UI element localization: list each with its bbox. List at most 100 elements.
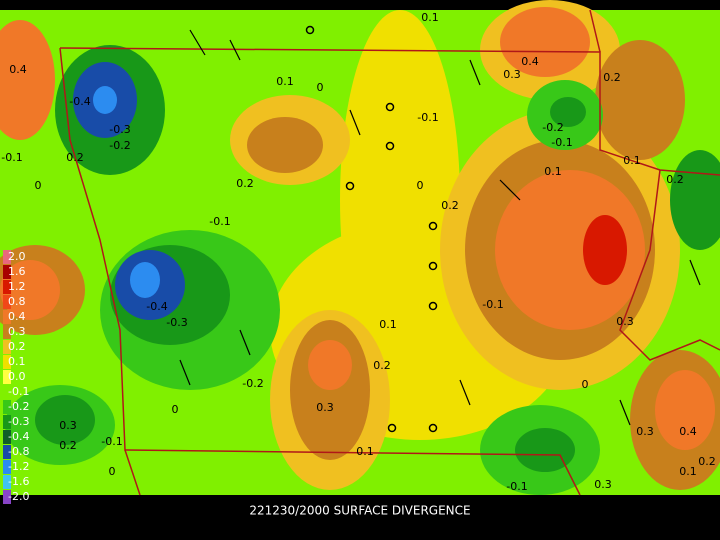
contour-label: 0.3: [503, 68, 521, 81]
contour-label: -0.3: [166, 316, 187, 329]
contour-label: 0.1: [421, 11, 439, 24]
wind-barb: [229, 39, 241, 61]
wind-barb: [619, 399, 631, 426]
contour-label: 0: [417, 179, 424, 192]
wind-barb: [469, 59, 481, 86]
wind-barb: [689, 259, 701, 286]
contour-label: 0: [172, 403, 179, 416]
caption: 221230/2000 SURFACE DIVERGENCE: [249, 504, 470, 518]
calm-markers: [305, 25, 438, 433]
contour-label: 0: [317, 81, 324, 94]
contour-label: -0.2: [109, 139, 130, 152]
field-area: [0, 260, 60, 320]
field-area: [130, 262, 160, 298]
contour-label: -0.4: [69, 95, 90, 108]
wind-barbs: [179, 29, 701, 426]
contour-label: -0.4: [146, 300, 167, 313]
wind-barb: [499, 179, 521, 201]
contour-label: 0: [35, 179, 42, 192]
legend-swatch: [3, 295, 11, 309]
contour-label: 0.1: [276, 75, 294, 88]
contour-label: -0.2: [542, 121, 563, 134]
legend: 2.0 1.6 1.2 0.8 0.4 0.3 0.2 0.1 0.0 -0.1 -0.2 -0.3 -…: [3, 250, 29, 504]
legend-label: -1.2: [8, 460, 29, 473]
contour-label: 0.1: [544, 165, 562, 178]
contour-label: 0.1: [623, 154, 641, 167]
contour-label: 0.2: [603, 71, 621, 84]
legend-label: 1.2: [8, 280, 26, 293]
legend-swatch: [3, 280, 11, 294]
contour-label: 0.3: [59, 419, 77, 432]
contour-labels: 0.1 0.4 -0.4 -0.3 -0.2 0.2 -0.1 0 0.1 0 -0.1 0.2 0 0.…: [1, 11, 715, 493]
contour-label: 0.3: [616, 315, 634, 328]
border: [59, 47, 720, 176]
contour-label: 0.2: [59, 439, 77, 452]
calm: [428, 221, 438, 231]
legend-label: 1.6: [8, 265, 26, 278]
wind-barb: [189, 29, 206, 56]
contour-label: 0.2: [236, 177, 254, 190]
wind-barb: [459, 379, 471, 406]
calm: [387, 423, 397, 433]
legend-swatch: [3, 415, 11, 429]
contour-label: 0.1: [679, 465, 697, 478]
contour-label: -0.1: [209, 215, 230, 228]
legend-label: -1.6: [8, 475, 29, 488]
legend-label: 0.3: [8, 325, 26, 338]
contour-label: 0.2: [441, 199, 459, 212]
field-area: [550, 97, 586, 127]
legend-swatch: [3, 475, 11, 489]
calm: [305, 25, 315, 35]
field-area: [670, 150, 720, 250]
calm: [385, 102, 395, 112]
legend-label: 0.4: [8, 310, 26, 323]
legend-swatch: [3, 385, 11, 399]
contour-label: 0: [109, 465, 116, 478]
calm: [428, 423, 438, 433]
contour-label: -0.2: [242, 377, 263, 390]
wind-barb: [239, 329, 251, 356]
legend-label: 0.0: [8, 370, 26, 383]
contour-label: 0.3: [316, 401, 334, 414]
border: [589, 9, 601, 53]
field-area: [655, 370, 715, 450]
legend-swatch: [3, 430, 11, 444]
border: [124, 449, 141, 496]
contour-label: 0.2: [666, 173, 684, 186]
legend-label: 2.0: [8, 250, 26, 263]
field-area: [35, 395, 95, 445]
contour-label: 0: [582, 378, 589, 391]
legend-label: 0.8: [8, 295, 26, 308]
legend-label: -0.4: [8, 430, 29, 443]
contour-label: 0.3: [594, 478, 612, 491]
border: [59, 47, 581, 496]
field-area: [247, 117, 323, 173]
calm: [385, 141, 395, 151]
calm: [428, 301, 438, 311]
legend-swatch: [3, 340, 11, 354]
legend-swatch: [3, 370, 11, 384]
legend-label: -0.3: [8, 415, 29, 428]
contour-label: -0.1: [101, 435, 122, 448]
legend-label: -0.2: [8, 400, 29, 413]
contour-label: 0.1: [379, 318, 397, 331]
contour-label: -0.3: [109, 123, 130, 136]
contour-label: 0.2: [698, 455, 716, 468]
field-area: [93, 86, 117, 114]
legend-swatch: [3, 400, 11, 414]
legend-label: -2.0: [8, 490, 29, 503]
calm: [345, 181, 355, 191]
contour-label: 0.4: [521, 55, 539, 68]
legend-swatch: [3, 265, 11, 279]
legend-label: 0.1: [8, 355, 26, 368]
field-area: [515, 428, 575, 472]
legend-swatch: [3, 490, 11, 504]
field-area: [308, 340, 352, 390]
field-area: [0, 20, 55, 140]
contour-label: 0.4: [679, 425, 697, 438]
contour-label: 0.2: [66, 151, 84, 164]
field-area: [583, 215, 627, 285]
contour-label: -0.1: [506, 480, 527, 493]
contour-label: 0.1: [356, 445, 374, 458]
